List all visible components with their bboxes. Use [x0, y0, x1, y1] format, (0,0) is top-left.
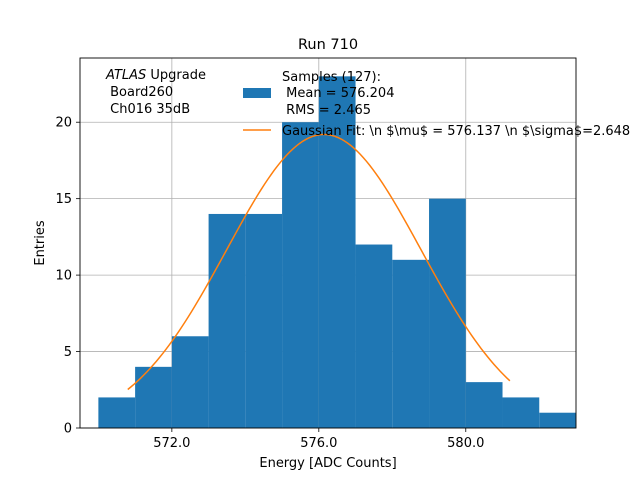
x-tick-label: 572.0	[153, 436, 190, 451]
upgrade-word: Upgrade	[146, 68, 206, 83]
histogram-bar	[502, 397, 540, 428]
gaussian-fit-curve	[127, 133, 511, 391]
histogram-bars	[98, 76, 576, 428]
y-tick-label: 15	[55, 192, 72, 207]
channel-label: Ch016 35dB	[106, 102, 190, 117]
x-axis-label: Energy [ADC Counts]	[259, 456, 396, 471]
legend-samples-swatch	[243, 88, 271, 98]
histogram-bar	[245, 213, 283, 428]
atlas-label: ATLAS Upgrade	[105, 68, 206, 83]
histogram-bar	[429, 198, 466, 428]
histogram-bar	[355, 244, 393, 428]
axes-frame	[79, 57, 577, 429]
y-axis-label: Entries	[33, 220, 48, 266]
y-tick-label: 0	[64, 422, 72, 437]
chart-title: Run 710	[298, 37, 358, 53]
legend-fit-label: Gaussian Fit: \n $\mu$ = 576.137 \n $\si…	[282, 124, 630, 139]
histogram-bar	[208, 213, 246, 428]
legend-samples-mean: Mean = 576.204	[282, 86, 394, 101]
histogram-bar	[282, 122, 319, 428]
histogram-bar	[171, 336, 209, 428]
board-label: Board260	[106, 85, 173, 100]
histogram-bar	[135, 366, 172, 428]
histogram-bar	[98, 397, 136, 428]
y-tick-label: 20	[55, 116, 72, 131]
histogram-bar	[539, 412, 576, 428]
legend: Samples (127): Mean = 576.204 RMS = 2.46…	[243, 70, 630, 139]
histogram-bar	[465, 382, 503, 428]
atlas-word: ATLAS	[105, 68, 146, 83]
y-tick-label: 10	[55, 269, 72, 284]
legend-samples-rms: RMS = 2.465	[282, 103, 371, 118]
x-tick-label: 576.0	[300, 436, 337, 451]
histogram-bar	[392, 259, 430, 428]
atlas-annotation: ATLAS Upgrade Board260 Ch016 35dB	[105, 68, 206, 117]
x-tick-label: 580.0	[447, 436, 484, 451]
legend-samples-title: Samples (127):	[282, 70, 381, 85]
axis-ticks: 572.0 576.0 580.0 0 5 10 15 20	[55, 116, 484, 451]
y-tick-label: 5	[64, 345, 72, 360]
